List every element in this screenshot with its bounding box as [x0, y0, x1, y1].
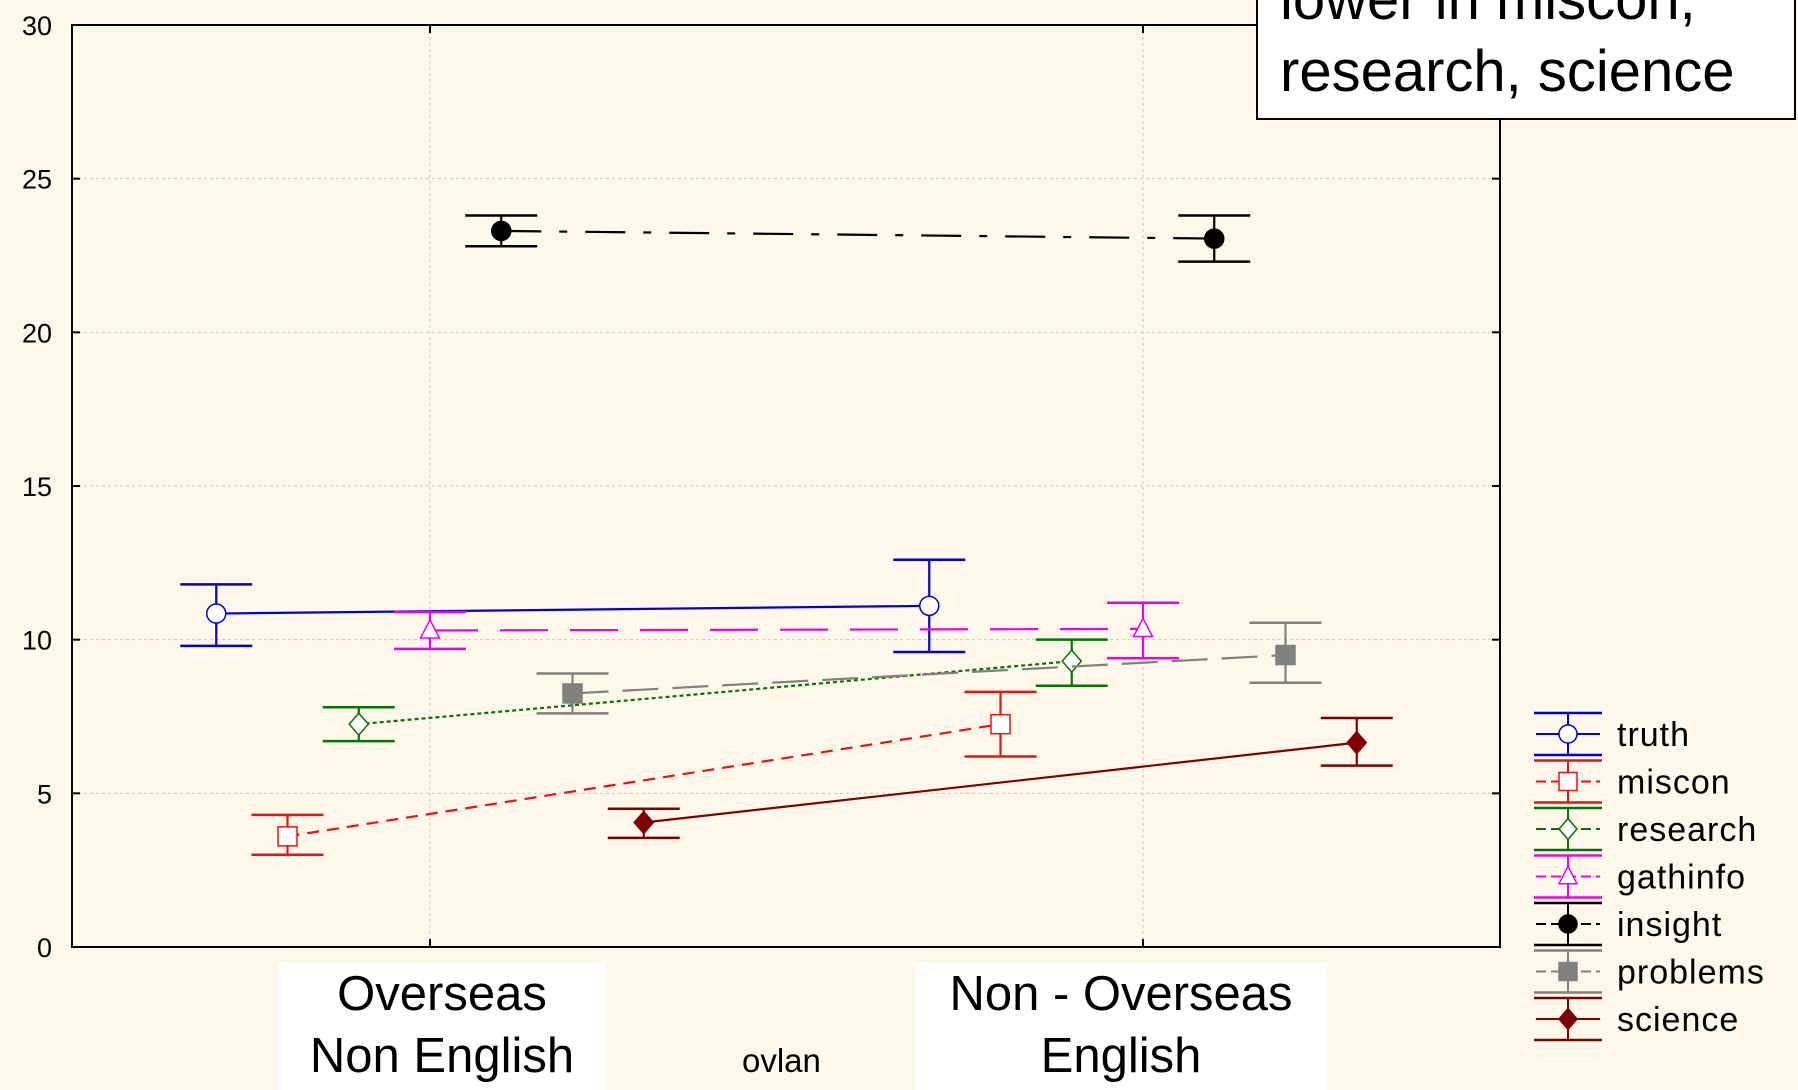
- y-tick-label: 30: [22, 11, 52, 41]
- series-line: [216, 604, 930, 615]
- series-line: [572, 653, 1286, 695]
- x-category-label-1-line-1: Non - Overseas: [949, 967, 1293, 1021]
- x-category-label-0-line-1: Overseas: [337, 967, 547, 1021]
- series-line: [643, 741, 1357, 824]
- grid-lines: [72, 25, 1500, 947]
- y-axis: 0 5 10 15 20 25 30: [22, 11, 1500, 963]
- data-point: [1558, 1007, 1578, 1031]
- legend: truth miscon research gathinfo insight proble…: [1534, 711, 1765, 1042]
- x-category-label-1: Non - Overseas English: [915, 963, 1327, 1090]
- y-tick-label: 0: [37, 933, 52, 963]
- data-point: [1557, 864, 1579, 885]
- series-miscon: [251, 690, 1037, 857]
- legend-label: insight: [1617, 906, 1722, 944]
- y-tick-label: 15: [22, 472, 52, 502]
- legend-label: problems: [1617, 954, 1765, 992]
- y-tick-label: 5: [37, 779, 52, 809]
- data-point: [491, 220, 512, 242]
- legend-label: truth: [1617, 716, 1690, 754]
- data-point: [1132, 616, 1154, 638]
- data-point: [1346, 730, 1368, 755]
- series-gathinfo: [394, 601, 1179, 660]
- legend-label: research: [1617, 811, 1757, 849]
- series-line: [287, 723, 1001, 838]
- series-truth: [180, 558, 966, 654]
- x-category-label-0-line-2: Non English: [309, 1029, 575, 1083]
- data-point: [1061, 649, 1083, 674]
- data-point: [1558, 817, 1578, 841]
- series-line: [501, 229, 1215, 240]
- data-point: [1558, 914, 1578, 934]
- x-axis-title: ovlan: [742, 1042, 821, 1079]
- x-category-label-1-line-2: English: [1040, 1029, 1202, 1083]
- annotation-box: lower in miscon, research, science: [1256, 0, 1796, 120]
- legend-item-insight: insight: [1534, 901, 1722, 947]
- legend-item-science: science: [1534, 996, 1739, 1042]
- series-problems: [536, 621, 1322, 715]
- data-point: [277, 826, 298, 847]
- legend-item-gathinfo: gathinfo: [1534, 854, 1746, 899]
- data-point: [348, 712, 370, 737]
- legend-label: miscon: [1617, 764, 1731, 802]
- series-line: [429, 627, 1144, 632]
- data-point: [919, 595, 940, 617]
- y-tick-label: 20: [22, 318, 52, 348]
- y-tick-label: 25: [22, 165, 52, 195]
- data-point: [1558, 724, 1578, 744]
- data-point: [1558, 771, 1578, 792]
- data-point: [206, 603, 227, 624]
- legend-item-research: research: [1534, 806, 1757, 852]
- data-point: [633, 810, 655, 835]
- series-layer: [180, 214, 1393, 857]
- y-tick-label: 10: [22, 626, 52, 656]
- data-point: [1275, 644, 1296, 666]
- data-point: [1558, 961, 1578, 982]
- data-point: [562, 683, 583, 704]
- series-line: [358, 660, 1072, 726]
- series-science: [607, 716, 1393, 840]
- data-point: [1204, 228, 1225, 249]
- legend-label: science: [1617, 1001, 1739, 1039]
- annotation-line-1: lower in miscon,: [1280, 0, 1772, 36]
- legend-item-miscon: miscon: [1534, 759, 1731, 804]
- series-insight: [465, 214, 1251, 263]
- legend-item-truth: truth: [1534, 711, 1690, 757]
- annotation-line-2: research, science: [1280, 39, 1735, 104]
- legend-label: gathinfo: [1617, 859, 1746, 897]
- legend-item-problems: problems: [1534, 949, 1765, 994]
- x-category-label-0: Overseas Non English: [278, 963, 606, 1090]
- data-point: [990, 713, 1011, 735]
- data-point: [419, 618, 441, 639]
